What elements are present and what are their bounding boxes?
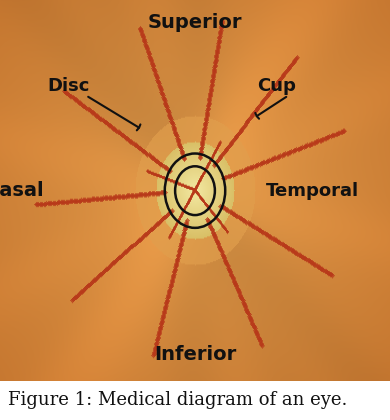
Text: Figure 1: Medical diagram of an eye.: Figure 1: Medical diagram of an eye. xyxy=(8,391,347,409)
Text: Cup: Cup xyxy=(257,77,296,95)
Text: Superior: Superior xyxy=(148,13,242,32)
Text: Disc: Disc xyxy=(47,77,89,95)
Text: Inferior: Inferior xyxy=(154,345,236,364)
Text: Temporal: Temporal xyxy=(266,182,358,199)
Text: Nasal: Nasal xyxy=(0,181,44,200)
